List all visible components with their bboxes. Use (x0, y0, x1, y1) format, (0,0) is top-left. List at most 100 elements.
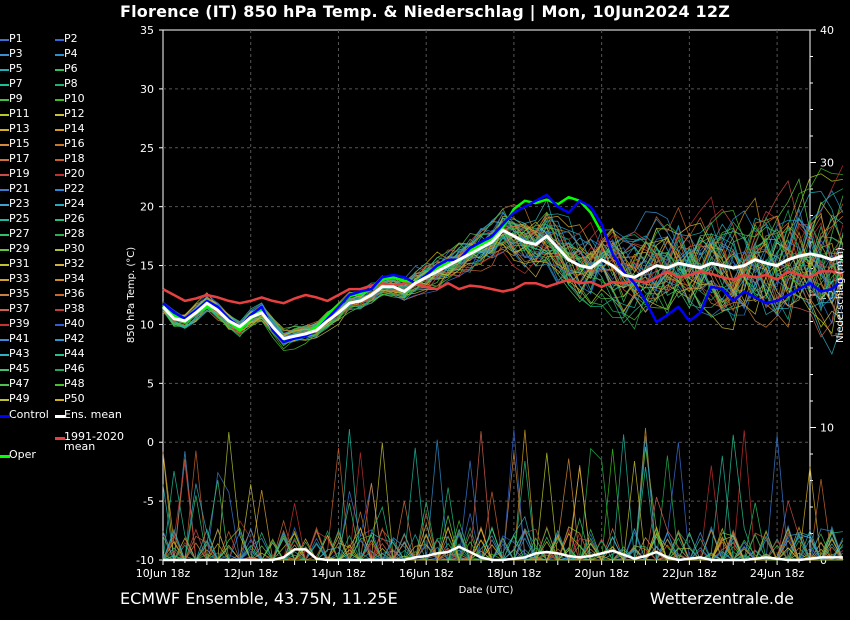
legend-swatch (55, 369, 64, 371)
legend-label: P18 (64, 152, 85, 165)
plot-area (162, 29, 811, 561)
legend-swatch (0, 354, 9, 356)
x-axis: 10Jun 18z 12Jun 18z 14Jun 18z 16Jun 18z 18Ju… (136, 560, 811, 580)
legend-swatch (55, 129, 64, 131)
y2-tick-label: 30 (820, 157, 834, 170)
legend-label: P16 (64, 137, 85, 150)
footer-site: Wetterzentrale.de (649, 589, 794, 608)
legend-label: P19 (9, 167, 30, 180)
legend-label: P5 (9, 62, 23, 75)
y2-tick-label: 0 (820, 554, 827, 567)
y-tick-label: 30 (140, 83, 154, 96)
legend-label: P32 (64, 257, 85, 270)
legend-swatch (55, 437, 65, 440)
x-tick-label: 16Jun 18z (399, 567, 454, 580)
legend-label: P6 (64, 62, 78, 75)
legend-label: P28 (64, 227, 85, 240)
legend-label: P22 (64, 182, 85, 195)
legend-label: P3 (9, 47, 23, 60)
legend-swatch (55, 39, 64, 41)
legend-swatch (0, 129, 9, 131)
legend-label-line2: mean (64, 440, 96, 453)
legend-swatch (55, 354, 64, 356)
main-series-lines (161, 193, 844, 344)
y-tick-label: 35 (140, 24, 154, 37)
x-axis-label: Date (UTC) (459, 585, 514, 596)
y-tick-label: 15 (140, 260, 154, 273)
legend-label: P4 (64, 47, 78, 60)
legend-label: P47 (9, 377, 30, 390)
legend-swatch (55, 309, 64, 311)
ensemble-member-line (162, 189, 844, 335)
legend-swatch (55, 249, 64, 251)
legend-label: P41 (9, 332, 30, 345)
x-tick-label: 10Jun 18z (136, 567, 191, 580)
legend-label: P15 (9, 137, 30, 150)
precip-mean-line (163, 545, 843, 562)
legend-swatch (55, 144, 64, 146)
legend-swatch (0, 234, 9, 236)
legend-swatch (0, 294, 9, 296)
legend-label: P7 (9, 77, 23, 90)
legend-swatch (55, 384, 64, 386)
legend-swatch (0, 264, 9, 266)
legend-swatch (55, 84, 64, 86)
y2-tick-label: 10 (820, 422, 834, 435)
legend-label: Ens. mean (64, 408, 122, 421)
legend-swatch (0, 369, 9, 371)
legend-label: P37 (9, 302, 30, 315)
legend-label: P30 (64, 242, 85, 255)
legend-swatch (55, 174, 64, 176)
legend-label: P27 (9, 227, 30, 240)
legend-swatch (55, 264, 64, 266)
legend-swatch (0, 415, 10, 418)
legend-swatch (0, 339, 9, 341)
legend-swatch (0, 204, 9, 206)
legend-swatch (55, 339, 64, 341)
legend-swatch (0, 399, 9, 401)
legend-label: P43 (9, 347, 30, 360)
legend-swatch (0, 69, 9, 71)
legend-label: P40 (64, 317, 85, 330)
legend-swatch (0, 84, 9, 86)
legend-swatch (0, 114, 9, 116)
legend-label: P24 (64, 197, 85, 210)
legend-swatch (55, 99, 64, 101)
legend-label: P31 (9, 257, 30, 270)
legend-label: P1 (9, 32, 23, 45)
legend-swatch (55, 294, 64, 296)
legend-swatch (0, 324, 9, 326)
legend-swatch (0, 455, 10, 458)
y2-axis-label: Niederschlag (mm) (835, 247, 846, 343)
y-tick-label: 25 (140, 142, 154, 155)
legend-label: P35 (9, 287, 30, 300)
legend-label: P36 (64, 287, 85, 300)
legend-swatch (0, 39, 9, 41)
legend-swatch (55, 69, 64, 71)
legend-swatch (55, 159, 64, 161)
ens-mean-line (161, 228, 844, 341)
legend-swatch (55, 415, 65, 418)
legend-label: Oper (9, 448, 36, 461)
legend-label: P10 (64, 92, 85, 105)
legend-label: P25 (9, 212, 30, 225)
legend-swatch (55, 54, 64, 56)
footer-source: ECMWF Ensemble, 43.75N, 11.25E (120, 589, 398, 608)
legend-label: P26 (64, 212, 85, 225)
legend-swatch (55, 114, 64, 116)
legend-swatch (0, 144, 9, 146)
legend-label: P45 (9, 362, 30, 375)
legend-swatch (55, 204, 64, 206)
legend-label: P13 (9, 122, 30, 135)
legend-swatch (0, 174, 9, 176)
legend-label: P12 (64, 107, 85, 120)
oper-line (162, 195, 603, 343)
y-tick-label: -5 (143, 495, 154, 508)
legend-label: P9 (9, 92, 23, 105)
legend-swatch (0, 219, 9, 221)
legend-swatch (55, 399, 64, 401)
legend-label: P2 (64, 32, 78, 45)
x-tick-label: 24Jun 18z (750, 567, 805, 580)
legend-label: Control (9, 408, 49, 421)
